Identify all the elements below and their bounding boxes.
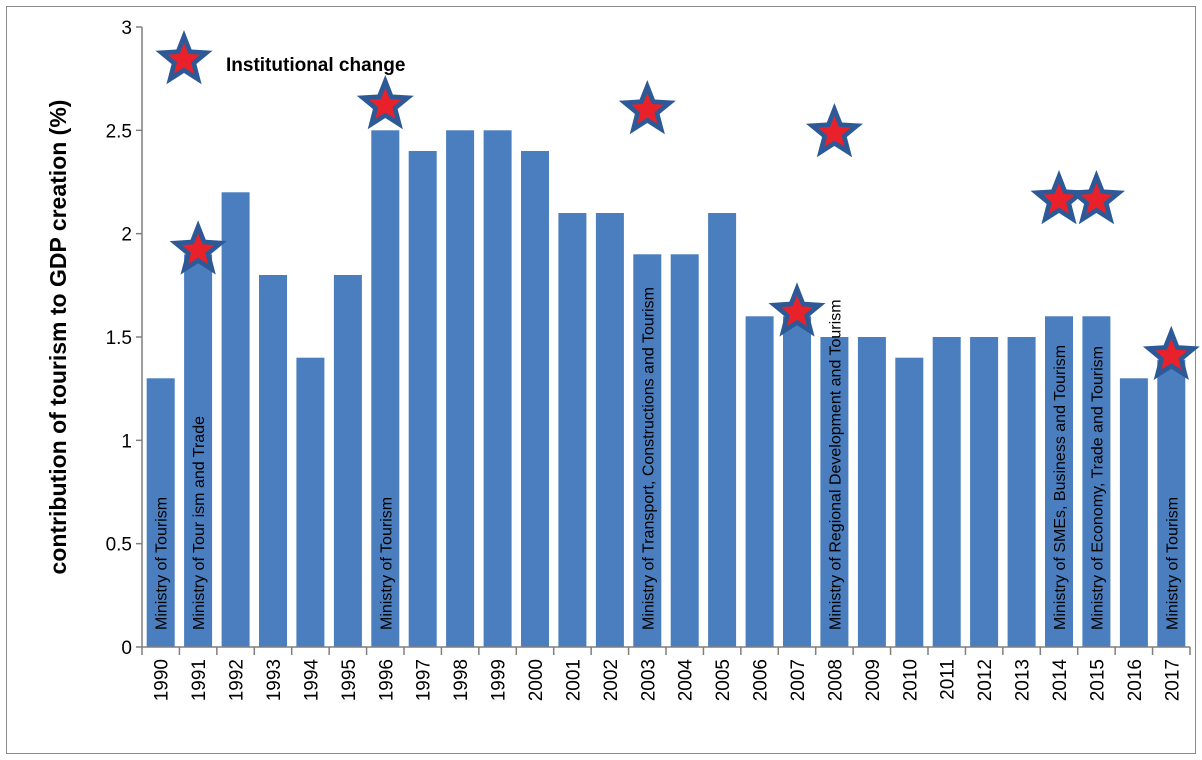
bar-1996 [371, 130, 400, 648]
bar-2013 [1007, 337, 1036, 647]
bar-1990 [146, 378, 175, 647]
star-icon-2003 [631, 93, 664, 124]
annotation-2015: Ministry of Economy, Trade and Tourism [1089, 346, 1106, 630]
bar-2003 [633, 254, 662, 648]
bar-2011 [932, 337, 961, 647]
bar-1997 [408, 151, 437, 647]
x-tick-label: 2012 [975, 659, 996, 701]
bar-2005 [708, 213, 737, 647]
x-tick-label: 1994 [301, 659, 322, 702]
x-tick-label: 2002 [601, 659, 622, 701]
bar-1994 [296, 357, 325, 647]
bar-2006 [745, 316, 774, 647]
x-tick-label: 2017 [1162, 659, 1183, 701]
y-tick-label: 2 [121, 225, 132, 246]
bar-1999 [483, 130, 512, 648]
annotation-1991: Ministry of Tour ism and Trade [191, 416, 208, 630]
bar-1995 [333, 275, 362, 647]
x-tick-label: 1991 [189, 659, 210, 701]
x-tick-label: 2015 [1087, 659, 1108, 701]
y-tick-label: 0 [121, 638, 132, 659]
bar-2007 [783, 316, 811, 647]
x-tick-label: 2000 [526, 659, 547, 701]
bar-2000 [521, 151, 549, 647]
x-tick-label: 2005 [713, 659, 734, 701]
bar-2014 [1045, 316, 1073, 647]
annotation-1990: Ministry of Tourism [154, 497, 171, 630]
x-tick-label: 2013 [1013, 659, 1034, 701]
star-icon-2015 [1080, 183, 1113, 214]
x-tick-label: 2011 [938, 659, 959, 700]
legend-star-icon [167, 43, 201, 74]
bar-2016 [1119, 378, 1148, 647]
bar-2015 [1082, 316, 1111, 647]
y-tick-label: 3 [121, 18, 132, 39]
x-tick-label: 2007 [788, 659, 809, 701]
star-icon-2017 [1155, 338, 1188, 370]
annotation-2003: Ministry of Transport, Constructions and… [640, 287, 657, 630]
x-tick-label: 1993 [264, 659, 285, 701]
legend-label: Institutional change [226, 55, 405, 76]
bar-1991 [184, 254, 213, 648]
x-tick-label: 1996 [376, 659, 397, 701]
bar-1993 [259, 275, 287, 647]
star-icon-2008 [818, 116, 851, 147]
x-tick-label: 2009 [863, 659, 884, 701]
x-tick-label: 2003 [638, 659, 659, 701]
bar-2001 [558, 213, 587, 647]
y-tick-label: 0.5 [106, 535, 132, 556]
star-icon-2007 [780, 295, 814, 327]
x-tick-label: 2001 [563, 659, 584, 701]
x-tick-label: 2014 [1050, 659, 1071, 702]
y-tick-label: 1.5 [106, 328, 132, 349]
bar-1992 [221, 192, 250, 648]
annotation-1996: Ministry of Tourism [378, 497, 395, 630]
x-tick-label: 2006 [751, 659, 772, 701]
annotation-2008: Ministry of Regional Development and Tou… [827, 299, 844, 630]
bar-2009 [857, 337, 886, 647]
x-tick-label: 1990 [152, 659, 173, 701]
star-icon-1996 [369, 88, 402, 119]
x-tick-label: 1992 [227, 659, 248, 701]
y-axis-title: contribution of tourism to GDP creation … [45, 100, 71, 575]
y-tick-label: 1 [121, 431, 132, 452]
bar-1998 [446, 130, 475, 648]
x-tick-label: 2008 [825, 659, 846, 701]
bar-2002 [595, 213, 624, 647]
bar-2012 [970, 337, 999, 647]
bar-2010 [895, 357, 924, 647]
bar-2004 [670, 254, 699, 648]
star-icon-1991 [182, 233, 215, 265]
x-tick-label: 1999 [489, 659, 510, 701]
bar-2008 [820, 337, 849, 647]
star-icon-2014 [1042, 183, 1076, 214]
x-tick-label: 1998 [451, 659, 472, 701]
x-tick-label: 2016 [1125, 659, 1146, 701]
annotation-2017: Ministry of Tourism [1164, 497, 1181, 630]
annotation-2014: Ministry of SMEs, Business and Tourism [1052, 345, 1069, 630]
x-tick-label: 2004 [676, 659, 697, 702]
x-tick-label: 1995 [339, 659, 360, 701]
x-tick-label: 1997 [414, 659, 435, 701]
y-tick-label: 2.5 [106, 121, 132, 142]
x-tick-label: 2010 [900, 659, 921, 701]
bar-2017 [1157, 359, 1186, 647]
